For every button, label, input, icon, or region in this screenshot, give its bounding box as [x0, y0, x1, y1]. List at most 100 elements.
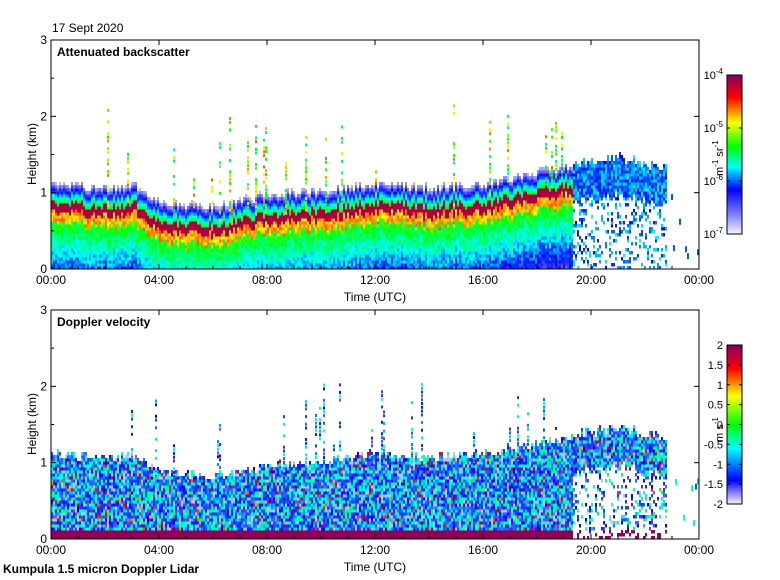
- heat-cell: [269, 203, 271, 207]
- heat-cell: [195, 230, 197, 234]
- heat-cell: [247, 141, 249, 145]
- heat-cell: [153, 233, 155, 237]
- heat-cell: [379, 263, 381, 267]
- heat-cell: [127, 209, 129, 213]
- heat-cell: [285, 260, 287, 264]
- heat-cell: [85, 209, 87, 213]
- heat-cell: [207, 251, 209, 255]
- heat-cell: [259, 203, 261, 207]
- heat-cell: [327, 242, 329, 246]
- heat-cell: [293, 245, 295, 249]
- heat-cell: [413, 218, 415, 222]
- heat-cell: [123, 206, 125, 210]
- heat-cell: [247, 257, 249, 261]
- heat-cell: [359, 251, 361, 255]
- heat-cell: [67, 227, 69, 231]
- heat-cell: [75, 194, 77, 198]
- heat-cell: [349, 254, 351, 258]
- heat-cell: [211, 257, 213, 261]
- heat-cell: [315, 221, 317, 225]
- heat-cell: [255, 189, 257, 193]
- heat-cell: [235, 206, 237, 210]
- heat-cell: [275, 218, 277, 222]
- heat-cell: [387, 263, 389, 267]
- heat-cell: [423, 194, 425, 198]
- heat-cell: [297, 197, 299, 201]
- heat-cell: [353, 224, 355, 228]
- heat-cell: [417, 245, 419, 249]
- heat-cell: [247, 186, 249, 190]
- heat-cell: [231, 251, 233, 255]
- heat-cell: [101, 194, 103, 198]
- heat-cell: [165, 257, 167, 261]
- heat-cell: [337, 212, 339, 216]
- heat-cell: [119, 218, 121, 222]
- heat-cell: [113, 221, 115, 225]
- heat-cell: [165, 224, 167, 228]
- heat-cell: [335, 200, 337, 204]
- heat-cell: [67, 224, 69, 228]
- heat-cell: [399, 248, 401, 252]
- heat-cell: [201, 236, 203, 240]
- heat-cell: [341, 263, 343, 267]
- heat-cell: [169, 236, 171, 240]
- heat-cell: [359, 233, 361, 237]
- heat-cell: [387, 194, 389, 198]
- heat-cell: [115, 191, 117, 195]
- heat-cell: [57, 209, 59, 213]
- heat-cell: [183, 212, 185, 216]
- heat-cell: [77, 212, 79, 216]
- heat-cell: [301, 218, 303, 222]
- heat-cell: [145, 221, 147, 225]
- heat-cell: [155, 242, 157, 246]
- heat-cell: [287, 209, 289, 213]
- heat-cell: [293, 200, 295, 204]
- heat-cell: [293, 203, 295, 207]
- heat-cell: [335, 215, 337, 219]
- heat-cell: [295, 227, 297, 231]
- heat-cell: [189, 224, 191, 228]
- heat-cell: [91, 257, 93, 261]
- heat-cell: [319, 215, 321, 219]
- heat-cell: [287, 188, 289, 192]
- heat-cell: [259, 263, 261, 267]
- heat-cell: [101, 239, 103, 243]
- heat-cell: [107, 194, 109, 198]
- heat-cell: [107, 185, 109, 189]
- heat-cell: [313, 224, 315, 228]
- heat-cell: [137, 215, 139, 219]
- heat-cell: [85, 215, 87, 219]
- heat-cell: [117, 221, 119, 225]
- heat-cell: [137, 224, 139, 228]
- heat-cell: [133, 194, 135, 198]
- heat-cell: [103, 236, 105, 240]
- heat-cell: [325, 175, 327, 179]
- heat-cell: [131, 239, 133, 243]
- heat-cell: [107, 266, 109, 269]
- heat-cell: [287, 242, 289, 246]
- heat-cell: [329, 263, 331, 267]
- heat-cell: [343, 239, 345, 243]
- heat-cell: [143, 248, 145, 252]
- heat-cell: [127, 254, 129, 258]
- heat-cell: [417, 203, 419, 207]
- heat-cell: [287, 221, 289, 225]
- heat-cell: [379, 254, 381, 258]
- heat-cell: [293, 263, 295, 267]
- heat-cell: [157, 200, 159, 204]
- heat-cell: [249, 239, 251, 243]
- heat-cell: [109, 233, 111, 237]
- heat-cell: [279, 245, 281, 249]
- heat-cell: [131, 200, 133, 204]
- heat-cell: [357, 224, 359, 228]
- heat-cell: [109, 236, 111, 240]
- heat-cell: [303, 254, 305, 258]
- heat-cell: [247, 236, 249, 240]
- heat-cell: [105, 215, 107, 219]
- heat-cell: [421, 188, 423, 192]
- heat-cell: [153, 260, 155, 264]
- heat-cell: [379, 203, 381, 207]
- heat-cell: [77, 257, 79, 261]
- heat-cell: [401, 197, 403, 201]
- heat-cell: [335, 206, 337, 210]
